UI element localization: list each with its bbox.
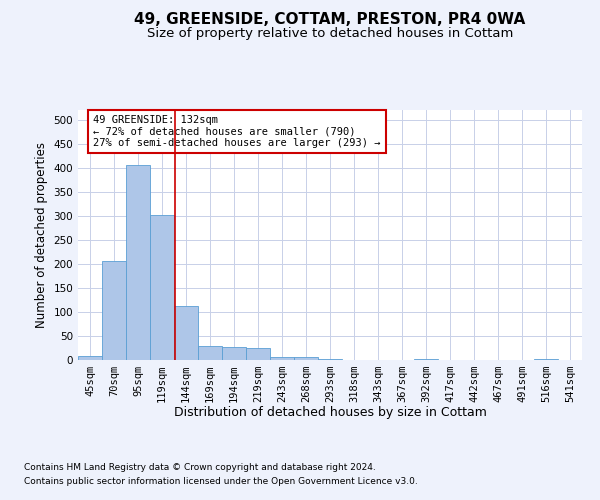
Text: Contains public sector information licensed under the Open Government Licence v3: Contains public sector information licen…	[24, 478, 418, 486]
Bar	[222, 347, 246, 360]
Bar	[270, 356, 294, 360]
Bar	[534, 358, 558, 360]
Bar	[78, 356, 102, 360]
Text: Size of property relative to detached houses in Cottam: Size of property relative to detached ho…	[147, 28, 513, 40]
Bar	[102, 262, 126, 360]
Text: 49, GREENSIDE, COTTAM, PRESTON, PR4 0WA: 49, GREENSIDE, COTTAM, PRESTON, PR4 0WA	[134, 12, 526, 28]
Bar	[246, 348, 270, 360]
Bar	[174, 306, 198, 360]
Bar	[294, 357, 318, 360]
Bar	[318, 358, 342, 360]
Bar	[126, 166, 150, 360]
Text: Contains HM Land Registry data © Crown copyright and database right 2024.: Contains HM Land Registry data © Crown c…	[24, 462, 376, 471]
Bar	[198, 346, 222, 360]
Text: Distribution of detached houses by size in Cottam: Distribution of detached houses by size …	[173, 406, 487, 419]
Bar	[414, 358, 438, 360]
Text: 49 GREENSIDE: 132sqm
← 72% of detached houses are smaller (790)
27% of semi-deta: 49 GREENSIDE: 132sqm ← 72% of detached h…	[93, 115, 380, 148]
Bar	[150, 215, 174, 360]
Y-axis label: Number of detached properties: Number of detached properties	[35, 142, 48, 328]
